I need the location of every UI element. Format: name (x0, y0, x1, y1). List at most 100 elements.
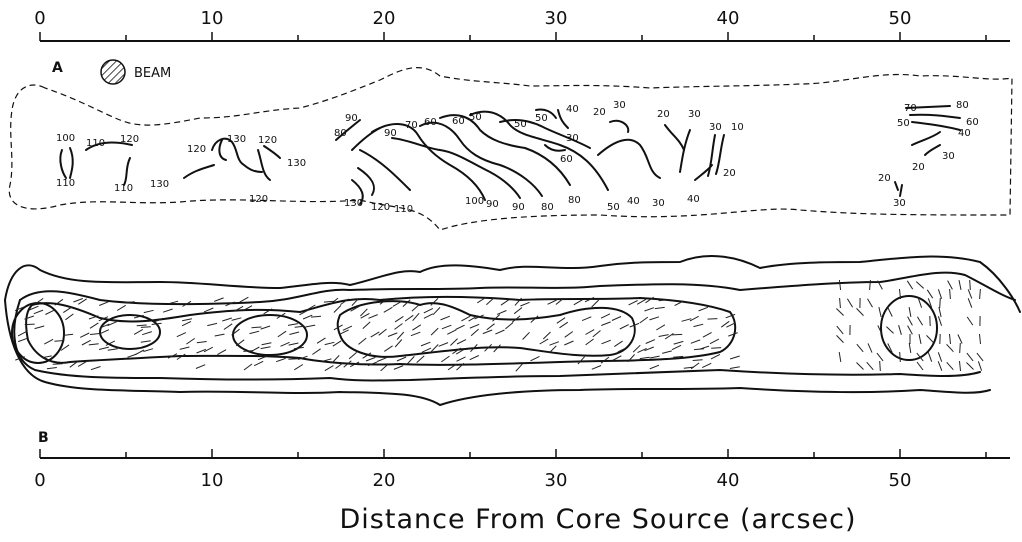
polarization-vector (867, 343, 873, 353)
polarization-vector (468, 315, 478, 322)
bottom-tick-label: 10 (201, 470, 224, 491)
top-tick-label: 40 (717, 8, 740, 29)
polarization-vector (513, 307, 523, 315)
polarization-vector (484, 343, 493, 352)
polarization-vector (333, 324, 343, 331)
polarization-vector (658, 334, 669, 337)
polarization-vector (539, 338, 549, 345)
contour-label: 90 (486, 199, 499, 210)
polarization-vector (937, 316, 943, 326)
polarization-vector (243, 350, 254, 352)
polarization-vector (577, 356, 585, 365)
outer-contour-bottom (4, 299, 991, 406)
polarization-vector (456, 362, 465, 371)
polarization-vector (203, 307, 214, 313)
polarization-vector (644, 346, 654, 352)
polarization-vector (689, 315, 699, 322)
polarization-vector (412, 324, 422, 331)
contour-label: 70 (405, 120, 418, 131)
polarization-vector (243, 305, 253, 311)
polarization-vector (387, 332, 398, 337)
second-contour-bottom (13, 299, 981, 382)
polarization-vector (530, 355, 540, 362)
polarization-vector (196, 348, 206, 354)
polarization-vector (601, 321, 611, 326)
polarization-vector (886, 326, 894, 334)
polarization-vector (927, 298, 933, 308)
contour-label: 60 (966, 117, 979, 128)
polarization-vector (673, 340, 684, 345)
polarization-vector (977, 361, 983, 371)
polarization-vector (966, 362, 974, 370)
polarization-vector (231, 328, 240, 336)
polarization-vector (979, 333, 981, 345)
polarization-vector (358, 337, 367, 345)
beam-label: BEAM (134, 66, 171, 81)
polarization-vector (302, 314, 313, 320)
polarization-vector (79, 332, 90, 338)
polarization-vector (644, 307, 655, 312)
polarization-vector (107, 348, 118, 351)
polarization-vector (294, 325, 305, 328)
polarization-vector (639, 356, 650, 360)
polarization-vector (214, 297, 224, 302)
polarization-vector (335, 362, 344, 369)
polarization-vector (392, 301, 402, 307)
polarization-vector (430, 327, 439, 336)
polarization-vector (694, 348, 705, 351)
beam-icon (100, 59, 126, 85)
polarization-vector (522, 331, 530, 340)
polarization-vector (877, 325, 883, 335)
polarization-vector (728, 332, 738, 337)
contour-label: 10 (731, 122, 744, 133)
polarization-vector (222, 317, 232, 322)
top-tick-label: 50 (889, 8, 912, 29)
bottom-tick-label: 20 (373, 470, 396, 491)
polarization-vector (672, 333, 683, 336)
polarization-vector (276, 357, 286, 363)
polarization-vector (612, 355, 622, 361)
polarization-vector (548, 345, 557, 354)
polarization-vector (600, 313, 611, 319)
polarization-vector (276, 312, 286, 319)
polarization-vector (838, 352, 842, 362)
polarization-vector (474, 314, 484, 320)
polarization-vector (280, 341, 290, 347)
polarization-vector (151, 322, 162, 325)
polarization-vector (133, 328, 144, 335)
polarization-vector (182, 300, 192, 307)
polarization-vector (393, 365, 404, 370)
polarization-vector (63, 306, 72, 314)
bottom-tick-label: 30 (545, 470, 568, 491)
polarization-vector (617, 347, 628, 353)
top-tick-label: 20 (373, 8, 396, 29)
jet-outline-dashed (8, 67, 1013, 231)
polarization-vector (289, 331, 300, 335)
polarization-vector (430, 298, 439, 306)
polarization-vector (710, 353, 721, 360)
polarization-vector (547, 299, 557, 305)
polarization-vector (967, 298, 973, 308)
polarization-vector (297, 355, 308, 360)
contour-label: 30 (942, 151, 955, 162)
polarization-vector (379, 298, 389, 305)
polarization-vector (124, 301, 135, 304)
panel-b-intensity-polarization-map: B (4, 255, 1021, 446)
polarization-vector (636, 298, 647, 305)
polarization-vector (456, 356, 466, 362)
polarization-vector (585, 338, 594, 346)
contour-label: 110 (114, 183, 133, 194)
polarization-vector (46, 367, 57, 370)
polarization-vector (217, 349, 227, 356)
polarization-vector (140, 340, 151, 343)
polarization-vector (34, 297, 44, 305)
polarization-vector (649, 364, 660, 370)
polarization-vector (438, 342, 449, 347)
polarization-vector (249, 330, 260, 335)
polarization-vector (450, 338, 458, 346)
polarization-vector (591, 365, 602, 370)
contour-label: 110 (86, 138, 105, 149)
axis-title: Distance From Core Source (arcsec) (340, 504, 857, 535)
polarization-vector (959, 342, 961, 354)
polarization-vector (299, 309, 309, 316)
